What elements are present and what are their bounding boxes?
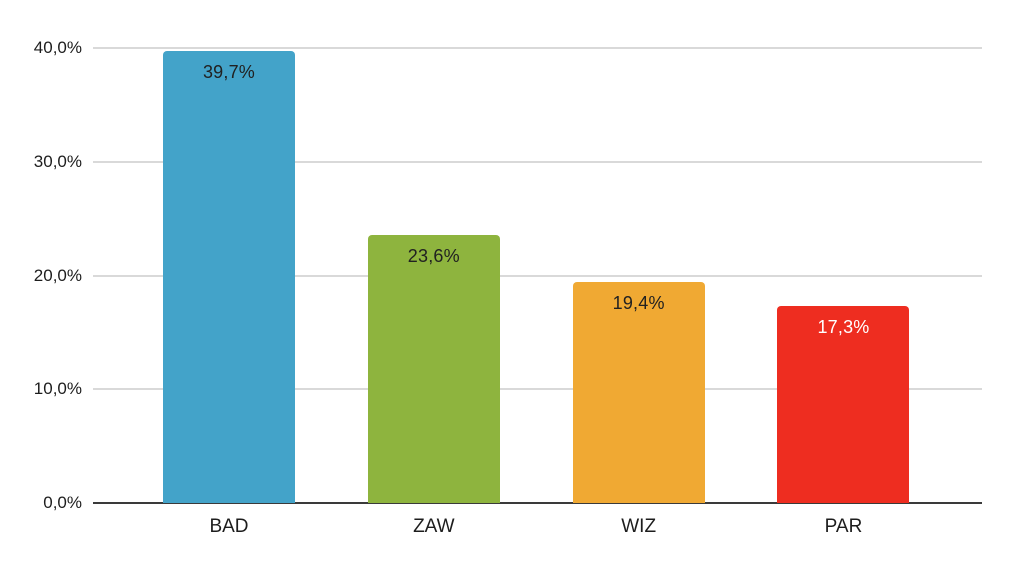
gridline (93, 388, 982, 391)
y-axis-tick-label: 10,0% (33, 379, 82, 399)
x-axis-category-label: WIZ (621, 516, 657, 537)
y-axis-tick-label: 20,0% (33, 265, 82, 285)
bar-value-label: 17,3% (817, 317, 870, 338)
bar-value-label: 23,6% (407, 245, 460, 266)
y-axis-tick-label: 40,0% (33, 38, 82, 57)
y-axis-tick-label: 30,0% (33, 151, 82, 171)
x-axis-baseline (93, 502, 982, 504)
y-axis-tick-label: 0,0% (43, 493, 82, 512)
gridline (93, 47, 982, 49)
gridline (93, 274, 982, 277)
bar-value-label: 39,7% (202, 62, 256, 83)
bar-value-label: 19,4% (612, 293, 665, 314)
bar-wiz: 19,4% (572, 282, 705, 503)
x-axis-category-label: ZAW (413, 516, 455, 537)
bar-zaw: 23,6% (367, 234, 500, 503)
gridline (93, 160, 982, 163)
plot-area: 39,7% 23,6% 19,4% 17,3% (93, 47, 982, 504)
bar-par: 17,3% (777, 306, 910, 503)
x-axis-category-label: PAR (824, 516, 863, 537)
x-axis-category-label: BAD (209, 516, 249, 537)
bar-bad: 39,7% (163, 51, 295, 503)
